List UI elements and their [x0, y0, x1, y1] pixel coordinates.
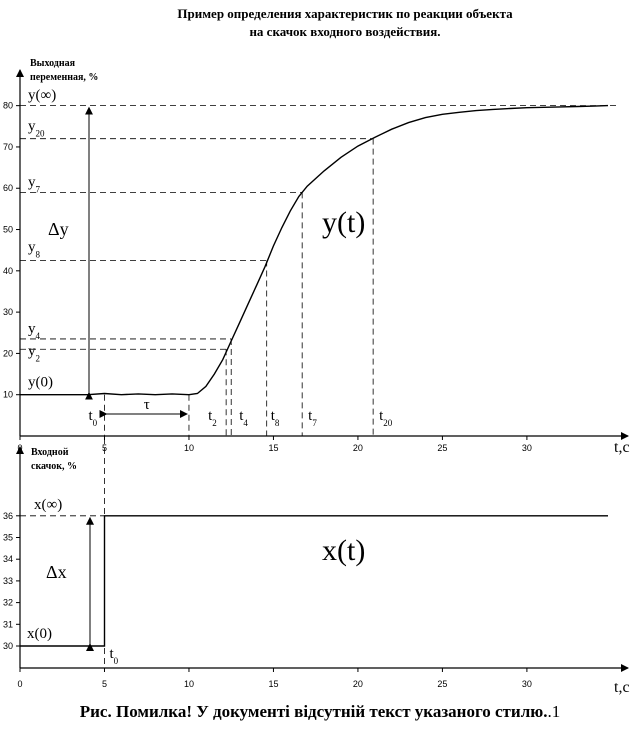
t-label: t2 — [208, 408, 217, 428]
x-axis-label: t,c — [614, 439, 630, 456]
y2-label-subscript: 2 — [36, 353, 41, 363]
x-tick-label: 15 — [268, 443, 278, 453]
y-tick-label: 10 — [3, 390, 13, 400]
t-label-subscript: 20 — [383, 418, 393, 428]
t-label-main: t — [271, 408, 276, 424]
t-label-subscript: 0 — [93, 418, 98, 428]
y8-label: y8 — [28, 240, 41, 260]
t-label-main: t — [308, 408, 313, 424]
delta-y-label: Δy — [48, 219, 69, 239]
y-tick-label: 80 — [3, 101, 13, 111]
y-inf-label-main: y(∞) — [28, 88, 56, 104]
y-tick-label: 32 — [3, 598, 13, 608]
x-axis-label: t,c — [614, 679, 630, 696]
x-tick-label: 25 — [437, 443, 447, 453]
x-inf-label: x(∞) — [34, 497, 62, 513]
tau-label: τ — [144, 397, 150, 413]
t-label-main: t — [379, 408, 384, 424]
caption-error: Помилка! У документі відсутній текст ука… — [116, 702, 548, 721]
y-tick-label: 50 — [3, 225, 13, 235]
x-tick-label: 5 — [102, 679, 107, 689]
y7-label-main: y — [28, 174, 36, 190]
y7-label: y7 — [28, 174, 41, 194]
y-axis-label-line-2: скачок, % — [31, 461, 77, 472]
y-tick-label: 31 — [3, 619, 13, 629]
t0-label: t0 — [109, 646, 118, 666]
t-label-main: t — [88, 408, 93, 424]
t-label: t20 — [379, 408, 393, 428]
y-series-label: y(t) — [322, 206, 365, 239]
y-tick-label: 35 — [3, 533, 13, 543]
y20-label-main: y — [28, 119, 36, 135]
y-axis-label-line-2: переменная, % — [30, 72, 98, 83]
y4-label: y4 — [28, 321, 41, 341]
y20-label-subscript: 20 — [36, 129, 46, 139]
t-label: t8 — [271, 408, 280, 428]
x0-label: x(0) — [27, 626, 52, 642]
t0-label-subscript: 0 — [114, 656, 119, 666]
y-axis-label-line-1: Выходная — [30, 58, 76, 69]
x-series-label: x(t) — [322, 534, 365, 567]
t-label-main: t — [239, 408, 244, 424]
y-inf-label: y(∞) — [28, 88, 56, 104]
x-tick-label: 25 — [437, 679, 447, 689]
x-series-line — [20, 515, 608, 647]
x-tick-label: 20 — [353, 679, 363, 689]
x-tick-label: 0 — [17, 679, 22, 689]
y8-label-subscript: 8 — [36, 250, 41, 260]
x-tick-label: 10 — [184, 679, 194, 689]
figure-caption: Рис. Помилка! У документі відсутній текс… — [80, 702, 560, 721]
y8-label-main: y — [28, 240, 36, 256]
y-tick-label: 60 — [3, 183, 13, 193]
x-tick-label: 30 — [522, 679, 532, 689]
x-tick-label: 20 — [353, 443, 363, 453]
t-label-subscript: 8 — [275, 418, 280, 428]
y0-label-main: y(0) — [28, 375, 53, 391]
t-label-main: t — [208, 408, 213, 424]
y-tick-label: 70 — [3, 142, 13, 152]
y7-label-subscript: 7 — [36, 184, 41, 194]
t-label-subscript: 7 — [312, 418, 317, 428]
y-series-line — [20, 104, 609, 396]
y2-label: y2 — [28, 343, 40, 363]
y4-label-main: y — [28, 321, 36, 337]
caption-prefix: Рис. — [80, 702, 116, 721]
y-tick-label: 34 — [3, 554, 13, 564]
t-label: t7 — [308, 408, 317, 428]
y-tick-label: 30 — [3, 307, 13, 317]
x-tick-label: 30 — [522, 443, 532, 453]
y-axis-label-line-1: Входной — [31, 447, 69, 458]
delta-x-label: Δx — [46, 562, 67, 582]
y-tick-label: 40 — [3, 266, 13, 276]
y-tick-label: 36 — [3, 511, 13, 521]
t-label-subscript: 2 — [212, 418, 217, 428]
y20-label: y20 — [28, 119, 45, 139]
y-tick-label: 30 — [3, 641, 13, 651]
chart-title-line-1: Пример определения характеристик по реак… — [177, 6, 513, 21]
caption-suffix: .1 — [547, 702, 560, 721]
y4-label-subscript: 4 — [36, 331, 41, 341]
t0-label-main: t — [109, 646, 114, 662]
y0-label: y(0) — [28, 375, 53, 391]
input-chart: Входной скачок, % t,c 0 5 10 15 20 25 30 30 31 32 33 3… — [3, 438, 630, 696]
x-tick-label: 10 — [184, 443, 194, 453]
t-label-subscript: 4 — [243, 418, 248, 428]
y-tick-label: 20 — [3, 348, 13, 358]
t-label: t0 — [88, 408, 97, 428]
y2-label-main: y — [28, 343, 36, 359]
x-tick-label: 15 — [268, 679, 278, 689]
y-tick-label: 33 — [3, 576, 13, 586]
t-label: t4 — [239, 408, 248, 428]
chart-title-line-2: на скачок входного воздействия. — [249, 24, 440, 39]
